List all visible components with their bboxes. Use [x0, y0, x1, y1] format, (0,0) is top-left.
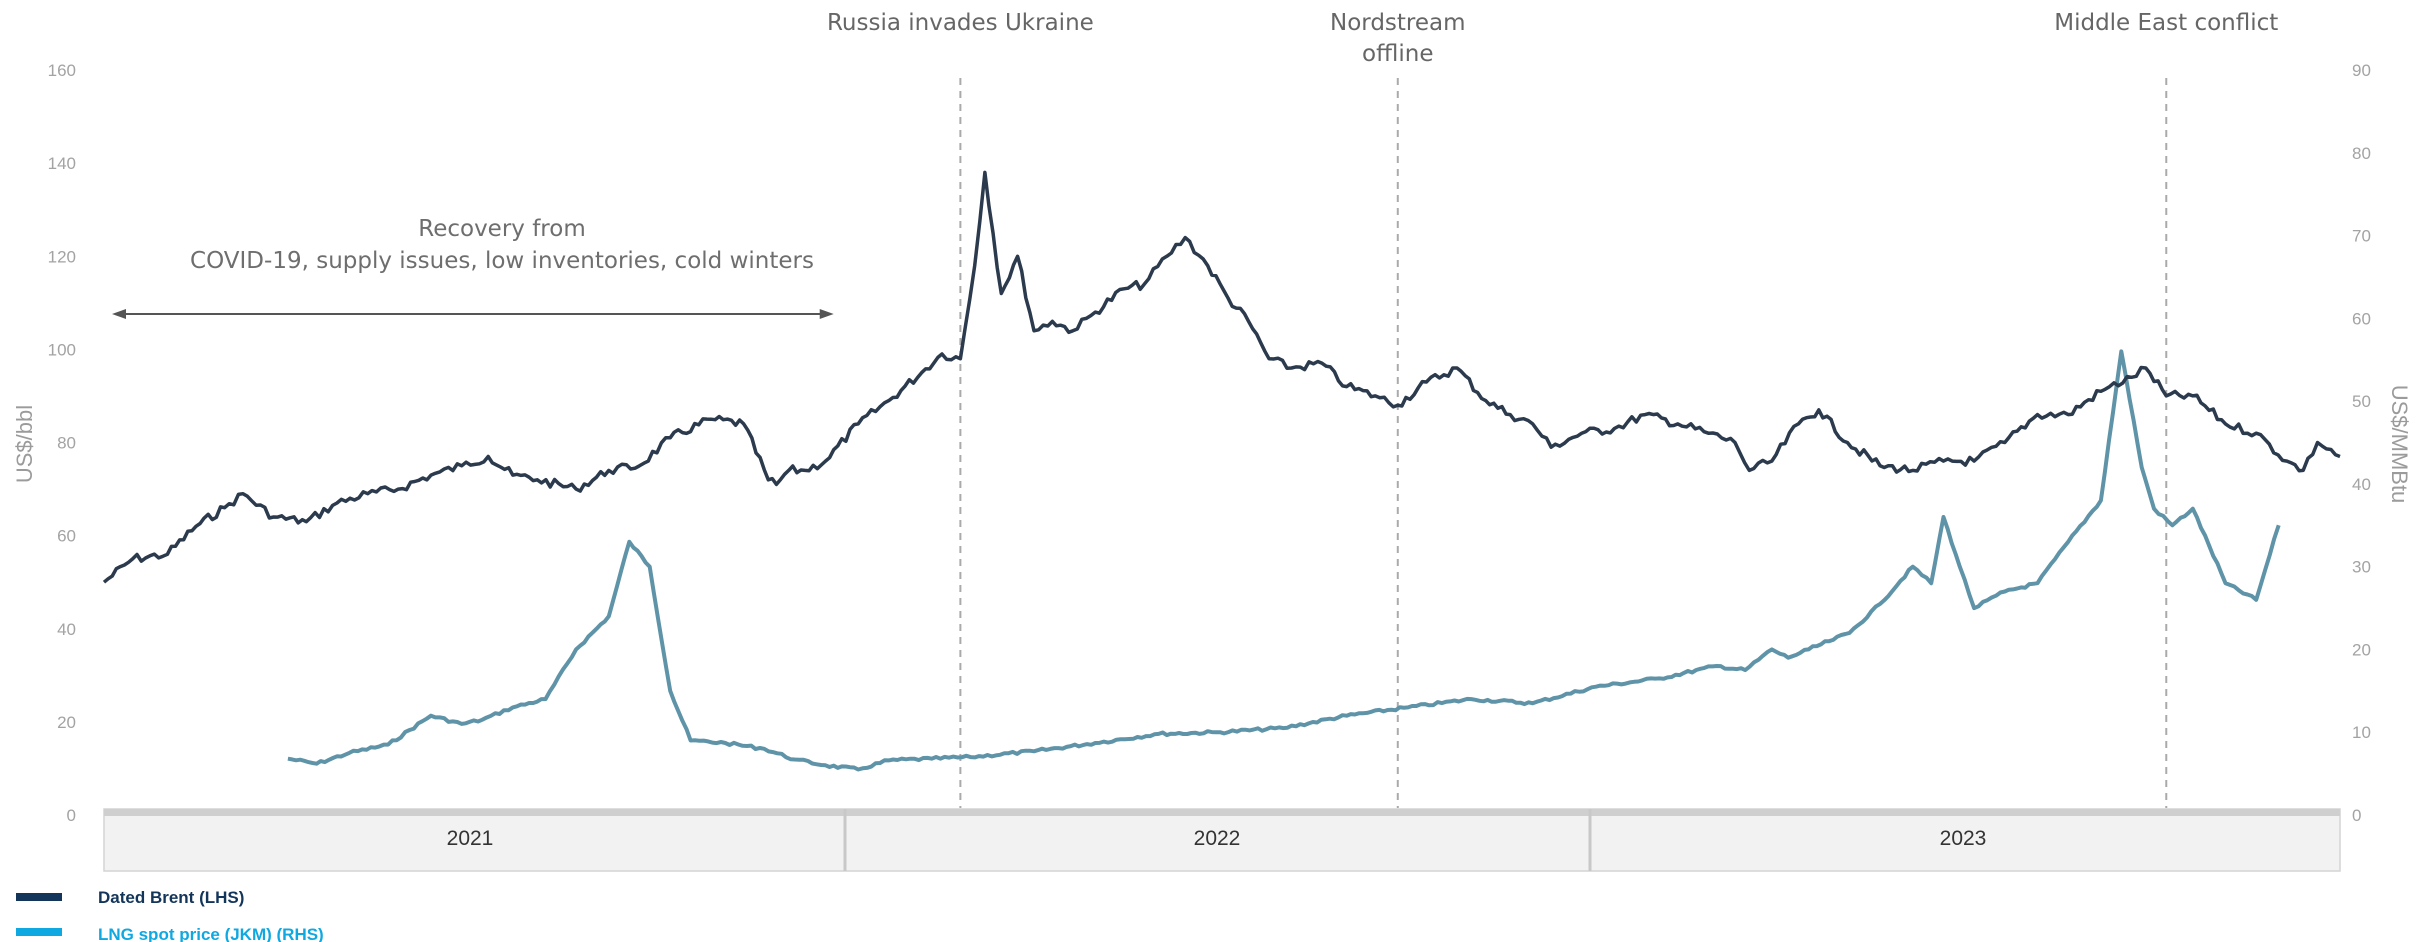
- right-tick-label: 70: [2352, 227, 2371, 246]
- event-markers: Russia invades Ukraine Nordstream offline M…: [827, 10, 2278, 808]
- recovery-annotation: Recovery from COVID-19, supply issues, l…: [112, 216, 834, 319]
- event-label: Middle East conflict: [2054, 10, 2278, 36]
- left-tick-label: 160: [48, 61, 76, 80]
- left-axis: 0 20 40 60 80 100 120 140 160: [48, 61, 76, 825]
- arrow-right-head: [819, 309, 834, 319]
- brent-series-line: [102, 170, 2341, 584]
- left-tick-label: 80: [57, 434, 76, 453]
- legend: Dated Brent (LHS) LNG spot price (JKM) (…: [16, 888, 324, 942]
- event-label-line2: offline: [1362, 41, 1433, 67]
- left-axis-title: US$/bbl: [12, 405, 37, 483]
- year-label-2023: 2023: [1940, 827, 1987, 850]
- legend-label-brent: Dated Brent (LHS): [98, 888, 244, 907]
- left-tick-label: 100: [48, 340, 76, 359]
- right-tick-label: 20: [2352, 640, 2371, 659]
- left-tick-label: 140: [48, 154, 76, 173]
- recovery-text-line1: Recovery from: [418, 216, 585, 242]
- recovery-text-line2: COVID-19, supply issues, low inventories…: [190, 248, 814, 274]
- right-tick-label: 0: [2352, 806, 2361, 825]
- event-label: Nordstream: [1330, 10, 1466, 36]
- year-label-2021: 2021: [447, 827, 494, 850]
- right-tick-label: 30: [2352, 558, 2371, 577]
- right-tick-label: 80: [2352, 144, 2371, 163]
- right-axis-title: US$/MMBtu: [2387, 385, 2412, 504]
- left-tick-label: 60: [57, 527, 76, 546]
- time-axis-top-strip: [104, 809, 2340, 816]
- event-label: Russia invades Ukraine: [827, 10, 1094, 36]
- right-tick-label: 60: [2352, 309, 2371, 328]
- time-axis-band: [103, 808, 2341, 872]
- year-label-2022: 2022: [1194, 827, 1241, 850]
- time-axis: 2021 2022 2023: [103, 808, 2341, 872]
- legend-swatch-brent: [16, 893, 62, 901]
- arrow-left-head: [112, 309, 126, 319]
- right-tick-label: 90: [2352, 61, 2371, 80]
- left-tick-label: 0: [67, 806, 76, 825]
- lng-series-line: [287, 349, 2281, 772]
- right-tick-label: 50: [2352, 392, 2371, 411]
- left-tick-label: 120: [48, 247, 76, 266]
- left-tick-label: 20: [57, 713, 76, 732]
- left-tick-label: 40: [57, 620, 76, 639]
- right-tick-label: 40: [2352, 475, 2371, 494]
- legend-label-lng: LNG spot price (JKM) (RHS): [98, 925, 324, 942]
- right-axis: 0 10 20 30 40 50 60 70 80 90: [2352, 61, 2371, 825]
- right-tick-label: 10: [2352, 723, 2371, 742]
- legend-swatch-lng: [16, 928, 62, 936]
